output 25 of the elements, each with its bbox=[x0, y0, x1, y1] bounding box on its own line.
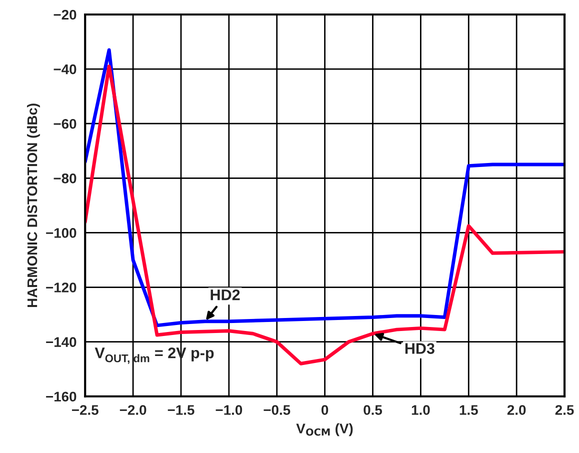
y-tick-label: −160 bbox=[46, 392, 76, 402]
y-tick-label: −80 bbox=[54, 173, 76, 184]
y-tick-label: −100 bbox=[46, 228, 76, 238]
x-tick-label: −0.5 bbox=[264, 405, 290, 415]
y-tick-label: −120 bbox=[46, 282, 76, 292]
x-tick-label: −1.0 bbox=[216, 405, 242, 415]
x-tick-label: −2.0 bbox=[120, 405, 146, 415]
annotation: HD2 bbox=[210, 289, 240, 300]
y-tick-label: −140 bbox=[46, 337, 76, 347]
annotation: HD3 bbox=[405, 343, 434, 354]
y-tick-label: −60 bbox=[54, 118, 76, 129]
x-axis-title: V$_{OCM}$ (V) bbox=[296, 423, 353, 436]
line-series bbox=[85, 48, 565, 328]
y-axis-title: HARMONIC DISTORTION (dBc) bbox=[26, 104, 40, 307]
line-series bbox=[85, 64, 565, 366]
x-tick-label: 2.5 bbox=[555, 405, 574, 415]
x-tick-label: 2.0 bbox=[507, 405, 526, 415]
x-tick-label: 1.0 bbox=[412, 405, 430, 415]
x-tick-label: 1.5 bbox=[460, 405, 478, 415]
y-tick-label: −40 bbox=[54, 64, 76, 74]
x-tick-label: −1.5 bbox=[168, 405, 194, 415]
x-tick-label: 0.5 bbox=[364, 405, 382, 415]
y-tick-label: −20 bbox=[54, 10, 76, 20]
x-tick-label: −2.5 bbox=[72, 405, 98, 415]
x-tick-label: 0 bbox=[322, 405, 328, 415]
